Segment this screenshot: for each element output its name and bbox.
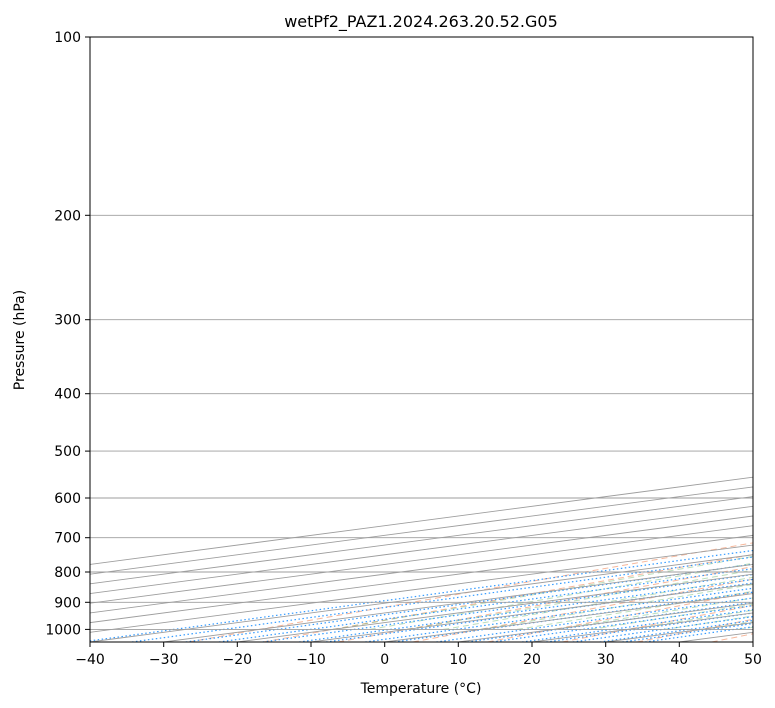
- isotherm-line: [90, 525, 753, 614]
- isotherm-line: [90, 476, 753, 565]
- chart-title: wetPf2_PAZ1.2024.263.20.52.G05: [284, 12, 558, 32]
- isotherm-line: [90, 496, 753, 585]
- moist-adiabats: [332, 555, 753, 630]
- y-tick-label: 1000: [45, 622, 81, 638]
- y-tick-label: 800: [54, 565, 81, 581]
- plot-frame: [89, 36, 754, 643]
- y-tick-label: 200: [54, 208, 81, 224]
- x-tick-label: 10: [449, 652, 467, 668]
- y-axis-ticks: 100 200 300 400 500 600 700 800 900 1000: [45, 30, 90, 638]
- x-tick-label: −20: [223, 652, 253, 668]
- mixing-ratio-line: [262, 573, 753, 642]
- mixing-ratio-line: [185, 563, 753, 642]
- y-tick-label: 400: [54, 387, 81, 403]
- x-tick-label: −30: [149, 652, 179, 668]
- x-tick-label: 0: [380, 652, 389, 668]
- mixing-ratio-line: [218, 568, 753, 642]
- y-tick-label: 600: [54, 491, 81, 507]
- isotherm-line: [90, 486, 753, 575]
- x-tick-label: 30: [597, 652, 615, 668]
- mixing-ratio-line: [131, 556, 753, 642]
- x-tick-label: −40: [75, 652, 105, 668]
- isotherm-line: [90, 534, 753, 624]
- dry-adiabat-line: [412, 578, 753, 642]
- x-tick-label: −10: [296, 652, 326, 668]
- pressure-gridlines: [90, 37, 753, 630]
- dry-adiabat-line: [188, 542, 753, 642]
- x-axis-ticks: −40 −30 −20 −10 0 10 20 30 40 50: [75, 642, 762, 668]
- x-tick-label: 50: [744, 652, 762, 668]
- y-axis-label: Pressure (hPa): [12, 290, 28, 390]
- y-tick-label: 100: [54, 30, 81, 46]
- skewed-isotherms: [90, 476, 753, 642]
- moist-adiabat-line: [406, 569, 753, 630]
- y-tick-label: 700: [54, 531, 81, 547]
- x-tick-label: 40: [670, 652, 688, 668]
- y-tick-label: 300: [54, 313, 81, 329]
- isotherm-line: [90, 505, 753, 594]
- isotherm-line: [90, 515, 753, 604]
- mixing-ratio-line: [572, 616, 753, 642]
- x-tick-label: 20: [523, 652, 541, 668]
- moist-adiabat-line: [480, 583, 753, 630]
- y-tick-label: 900: [54, 595, 81, 611]
- moist-adiabat-line: [369, 562, 753, 630]
- x-axis-label: Temperature (°C): [360, 681, 482, 697]
- plot-area: [90, 37, 753, 642]
- y-tick-label: 500: [54, 444, 81, 460]
